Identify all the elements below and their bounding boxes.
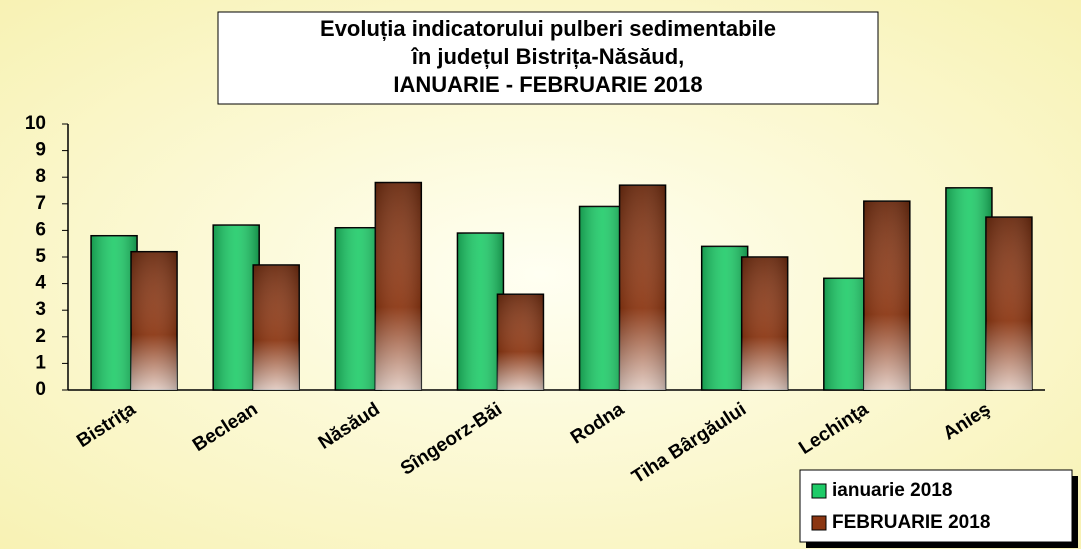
bar <box>456 232 505 391</box>
bar <box>700 245 749 391</box>
title-box <box>217 11 879 105</box>
bar-shade <box>253 264 300 390</box>
chart-title: IANUARIE - FEBRUARIE 2018 <box>393 72 702 97</box>
legend-marker <box>811 515 827 531</box>
bar-shade <box>741 257 788 390</box>
bar-shade <box>985 217 1032 390</box>
legend-label: FEBRUARIE 2018 <box>832 512 990 533</box>
y-tick-label: 9 <box>35 140 46 161</box>
chart-title: Evoluția indicatorului pulberi sedimenta… <box>320 16 776 41</box>
y-tick-label: 1 <box>35 352 46 373</box>
bar <box>212 224 260 391</box>
y-tick-label: 6 <box>35 219 46 240</box>
legend-label: ianuarie 2018 <box>832 480 952 501</box>
bar-shade <box>619 185 666 390</box>
bar <box>823 277 871 391</box>
bar-shade <box>375 182 422 390</box>
y-tick-label: 5 <box>35 246 46 267</box>
bar-shade <box>131 251 178 390</box>
chart-title: în județul Bistrița-Năsăud, <box>411 44 685 69</box>
bar <box>90 234 138 391</box>
y-tick-label: 4 <box>35 273 46 294</box>
bar-shade <box>497 294 544 390</box>
legend-box <box>799 469 1073 543</box>
y-tick-label: 0 <box>35 379 46 400</box>
y-tick-label: 10 <box>25 113 46 134</box>
y-tick-label: 3 <box>35 299 46 320</box>
bar <box>945 187 993 391</box>
bar-shade <box>863 201 910 390</box>
y-tick-label: 2 <box>35 326 46 347</box>
bar <box>334 226 383 391</box>
bar <box>578 205 627 391</box>
y-tick-label: 7 <box>35 193 46 214</box>
title: Evoluția indicatorului pulberi sedimenta… <box>320 16 776 97</box>
legend-marker <box>811 483 827 499</box>
y-tick-label: 8 <box>35 166 46 187</box>
